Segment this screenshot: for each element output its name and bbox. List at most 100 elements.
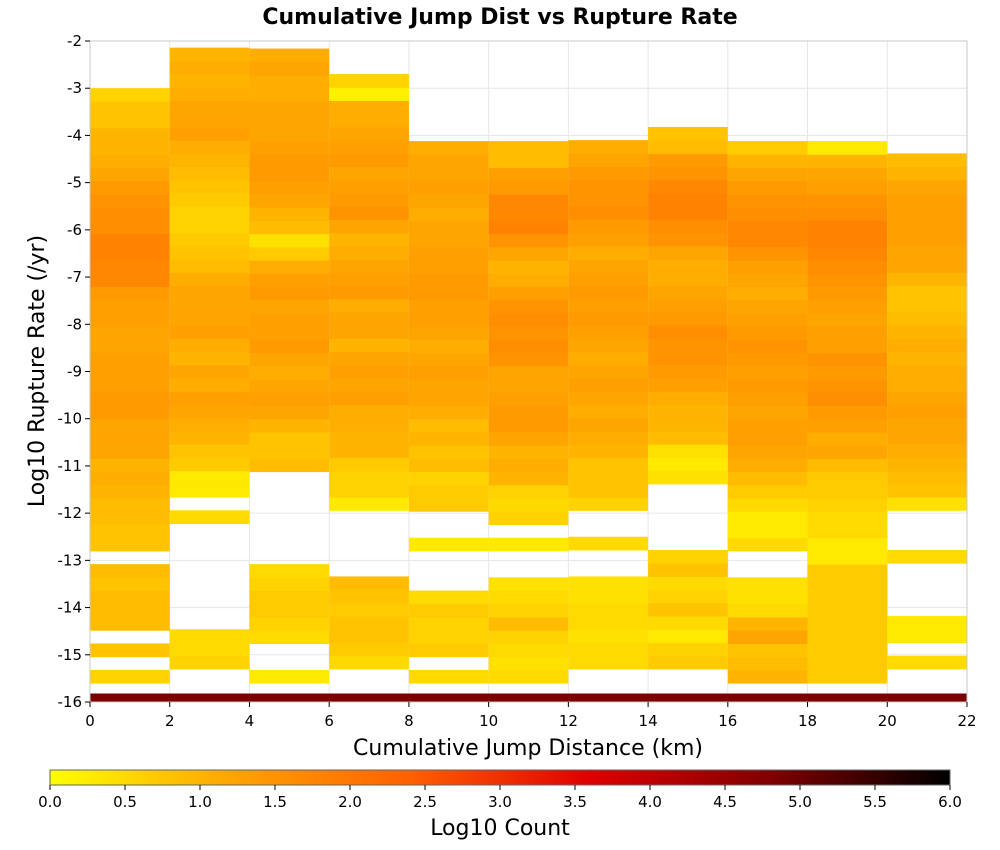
heatmap-cell: [249, 326, 330, 340]
heatmap-cell: [169, 351, 250, 366]
heatmap-cell: [568, 351, 649, 366]
x-tick-label: 2: [165, 712, 175, 730]
heatmap-cell: [90, 603, 170, 618]
y-tick-label: -13: [58, 551, 83, 569]
heatmap-cell: [329, 245, 409, 260]
heatmap-cell: [249, 564, 330, 578]
heatmap-cell: [727, 352, 808, 367]
heatmap-cell: [90, 207, 170, 221]
heatmap-cell: [488, 233, 569, 248]
y-tick-label: -11: [58, 457, 83, 475]
heatmap-cell: [488, 365, 569, 380]
heatmap-cell: [169, 206, 250, 220]
y-axis-ticks: -2 -3 -4 -5 -6 -7 -8 -9 -10 -11 -12 -13 -14 -15 -16: [58, 32, 90, 711]
heatmap-cell: [249, 431, 330, 446]
heatmap-cell: [648, 193, 728, 207]
heatmap-cell: [887, 206, 967, 220]
heatmap-cell: [169, 285, 250, 300]
heatmap-cell: [249, 352, 330, 367]
heatmap-cell: [807, 498, 888, 512]
heatmap-cell: [727, 392, 808, 406]
heatmap-cell: [488, 141, 569, 155]
heatmap-cell: [249, 458, 330, 473]
heatmap-cell: [568, 364, 649, 379]
heatmap-cell: [329, 259, 409, 273]
heatmap-cell: [807, 643, 888, 658]
heatmap-cell: [90, 114, 170, 129]
heatmap-cell: [249, 141, 330, 155]
colorbar-tick-label: 2.5: [413, 793, 437, 811]
heatmap-cell: [727, 405, 808, 420]
heatmap-cell: [648, 642, 728, 657]
heatmap-cell: [249, 246, 330, 261]
heatmap-cell: [90, 537, 170, 552]
heatmap-cell: [329, 417, 409, 432]
heatmap-cell: [169, 87, 250, 101]
heatmap-cell: [727, 431, 808, 446]
heatmap-cell: [887, 219, 967, 234]
heatmap-cell: [727, 220, 808, 235]
heatmap-cell: [169, 166, 250, 181]
heatmap-cell: [887, 298, 967, 313]
heatmap-cell: [329, 285, 409, 300]
colorbar-tick-label: 2.0: [338, 793, 362, 811]
heatmap-cell: [90, 193, 170, 208]
heatmap-cell: [249, 379, 330, 393]
heatmap-cell: [887, 417, 967, 432]
x-axis-label: Cumulative Jump Distance (km): [353, 736, 703, 761]
heatmap-cell: [408, 630, 489, 644]
heatmap-cell: [648, 179, 728, 194]
heatmap-cell: [488, 193, 569, 208]
heatmap-cell: [408, 590, 489, 605]
heatmap-cell: [807, 590, 888, 605]
heatmap-cell: [329, 140, 409, 154]
heatmap-cell: [169, 457, 250, 472]
colorbar-tick-label: 3.5: [563, 793, 587, 811]
heatmap-cell: [568, 629, 649, 644]
colorbar-tick-label: 4.5: [713, 793, 737, 811]
heatmap-cell: [568, 417, 649, 432]
heatmap-cell: [887, 430, 967, 445]
heatmap-cell: [727, 286, 808, 301]
x-tick-label: 10: [479, 712, 498, 730]
heatmap-cell: [329, 602, 409, 617]
heatmap-cell: [727, 590, 808, 605]
heatmap-cell: [329, 616, 409, 630]
heatmap-cell: [90, 365, 170, 380]
heatmap-cell: [648, 470, 728, 485]
heatmap-cell: [648, 312, 728, 326]
heatmap-cell: [249, 48, 330, 63]
heatmap-cell: [408, 154, 489, 169]
heatmap-cell: [648, 232, 728, 247]
x-tick-label: 20: [878, 712, 897, 730]
heatmap-cell: [727, 379, 808, 393]
heatmap-cell: [488, 260, 569, 274]
heatmap-cell: [887, 404, 967, 419]
y-tick-label: -14: [58, 599, 83, 617]
heatmap-cell: [249, 286, 330, 301]
heatmap-cell: [329, 444, 409, 458]
heatmap-cell: [408, 299, 489, 314]
heatmap-cell: [249, 180, 330, 195]
heatmap-cell: [488, 286, 569, 301]
heatmap-cell: [727, 299, 808, 314]
heatmap-cell: [90, 352, 170, 367]
colorbar: [49, 769, 951, 786]
heatmap-cell: [568, 536, 649, 551]
heatmap-cell: [887, 457, 967, 472]
heatmap-cell: [648, 549, 728, 564]
heatmap-cell: [648, 126, 728, 141]
heatmap-cell: [408, 365, 489, 380]
x-tick-label: 14: [639, 712, 658, 730]
heatmap-cell: [249, 233, 330, 248]
heatmap-cell: [807, 246, 888, 261]
heatmap-cell: [408, 445, 489, 459]
heatmap-cell: [648, 430, 728, 445]
heatmap-cell: [249, 405, 330, 420]
heatmap-cell: [249, 114, 330, 129]
heatmap-cell: [648, 563, 728, 577]
heatmap-cell: [169, 232, 250, 247]
colorbar-tick-label: 1.0: [188, 793, 212, 811]
heatmap-cell: [169, 245, 250, 260]
heatmap-cell: [488, 617, 569, 631]
